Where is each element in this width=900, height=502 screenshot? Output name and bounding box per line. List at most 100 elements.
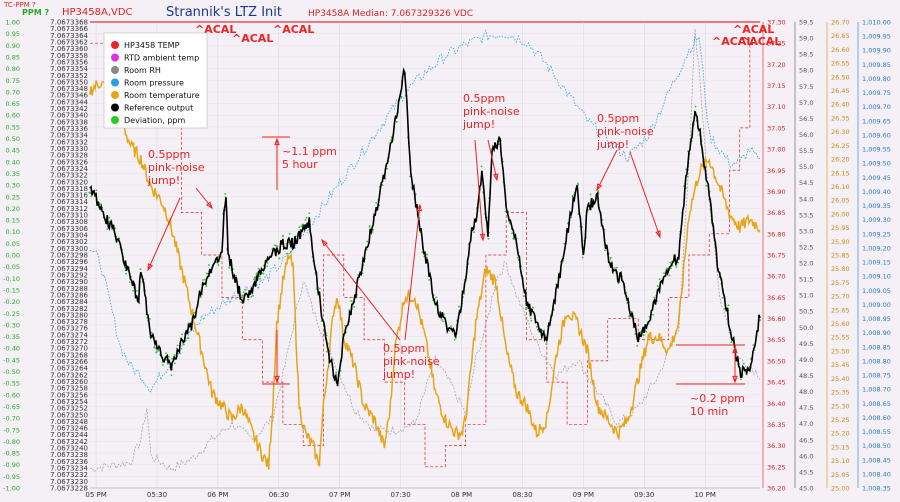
vdc-tick-label: 7.0673310 <box>50 212 88 220</box>
ppm-tick-label: 0.20 <box>6 205 20 213</box>
page-title: Strannik's LTZ Init <box>166 5 282 20</box>
room-temp-tick-label: 25.20 <box>831 430 850 438</box>
series-room-rh <box>89 28 761 473</box>
room-temp-tick-label: 25.25 <box>831 416 850 424</box>
deviation-point <box>139 268 142 271</box>
acal-label: ^ACAL <box>733 23 774 36</box>
vdc-tick-label: 7.0673234 <box>50 465 88 473</box>
deviation-point <box>628 314 631 317</box>
deviation-point <box>435 296 438 299</box>
ppm-tick-label: 0.10 <box>6 228 20 236</box>
vdc-tick-label: 7.0673282 <box>50 305 88 313</box>
vdc-tick-label: 7.0673332 <box>50 138 88 146</box>
jump-label-4: 0.5ppm <box>597 112 639 125</box>
pressure-tick-label: 1,008.75 <box>862 372 891 380</box>
vdc-tick-label: 7.0673290 <box>50 278 88 286</box>
deviation-point <box>136 289 138 292</box>
deviation-point <box>615 266 618 269</box>
hp-temp-tick-label: 37.15 <box>767 82 786 90</box>
deviation-point <box>511 232 514 235</box>
hp-temp-tick-label: 36.20 <box>767 485 786 493</box>
deviation-point <box>250 295 253 298</box>
pressure-tick-label: 1,009.35 <box>862 202 891 210</box>
hp-temp-tick-label: 36.55 <box>767 336 786 344</box>
deviation-point <box>205 285 208 288</box>
vdc-tick-label: 7.0673298 <box>50 252 88 260</box>
deviation-point <box>176 344 179 347</box>
room-temp-tick-label: 26.55 <box>831 60 850 68</box>
ppm-tick-label: -0.65 <box>3 403 20 411</box>
vdc-tick-label: 7.0673340 <box>50 112 88 120</box>
vdc-tick-label: 7.0673248 <box>50 418 88 426</box>
legend-label: Room pressure <box>124 79 184 88</box>
deviation-point <box>442 320 444 323</box>
deviation-point <box>386 167 389 170</box>
deviation-point <box>428 278 431 281</box>
room-temp-tick-label: 25.95 <box>831 224 850 232</box>
deviation-point <box>581 256 584 259</box>
deviation-point <box>161 364 164 366</box>
rh-tick-label: 49.5 <box>799 340 813 348</box>
range-label-2: 10 min <box>690 405 728 418</box>
hp-temp-tick-label: 36.65 <box>767 294 786 302</box>
vdc-tick-label: 7.0673366 <box>50 25 88 33</box>
deviation-point <box>106 228 109 231</box>
rh-tick-label: 59.5 <box>799 19 813 27</box>
ppm-tick-label: -0.95 <box>3 473 20 481</box>
pressure-tick-label: 1,009.00 <box>862 301 891 309</box>
legend: HP3458 TEMP RTD ambient temp Room RH Room p… <box>103 32 208 129</box>
pressure-tick-label: 1,009.75 <box>862 89 891 97</box>
deviation-point <box>288 232 291 235</box>
pressure-tick-label: 1,009.90 <box>862 47 891 55</box>
room-temp-tick-label: 26.30 <box>831 128 850 136</box>
deviation-point <box>634 333 637 335</box>
deviation-point <box>525 307 528 309</box>
arrow-jump-3a <box>474 139 484 241</box>
pressure-tick-label: 1,009.15 <box>862 259 891 267</box>
room-temp-tick-label: 26.45 <box>831 87 850 95</box>
deviation-point <box>653 296 656 299</box>
legend-marker <box>111 103 119 112</box>
pressure-tick-label: 1,009.05 <box>862 287 891 295</box>
deviation-point <box>721 296 724 299</box>
ppm-tick-label: -0.10 <box>3 275 20 283</box>
arrow-jump-3b-head <box>492 173 499 182</box>
hp-temp-tick-label: 37.00 <box>767 146 786 154</box>
legend-marker <box>111 91 119 99</box>
deviation-point <box>529 317 532 320</box>
deviation-point <box>89 192 92 195</box>
deviation-point <box>170 374 173 377</box>
arrow-jump-4a <box>596 149 618 191</box>
vdc-tick-label: 7.0673294 <box>50 265 88 273</box>
hp-temp-tick-label: 36.85 <box>767 209 786 217</box>
deviation-point <box>167 355 170 358</box>
deviation-point <box>320 320 323 322</box>
deviation-point <box>368 225 371 228</box>
rh-tick-label: 47.0 <box>799 420 813 428</box>
deviation-point <box>257 267 260 270</box>
deviation-point <box>473 231 475 234</box>
legend-label: RTD ambient temp <box>124 54 199 63</box>
deviation-point <box>242 291 245 294</box>
vdc-tick-label: 7.0673270 <box>50 345 88 353</box>
hp-temp-tick-label: 36.35 <box>767 421 786 429</box>
ppm-tick-label: -0.35 <box>3 333 20 341</box>
rh-tick-label: 48.5 <box>799 372 813 380</box>
pressure-tick-label: 1,008.90 <box>862 329 891 337</box>
arrow-jump-2b-head <box>416 203 423 212</box>
pressure-tick-label: 1,008.85 <box>862 343 891 351</box>
annotations-layer: ^ACAL^ACAL^ACAL ^ACAL^ACAL^ACAL0.5ppmpink… <box>147 23 781 418</box>
vdc-tick-label: 7.0673276 <box>50 325 88 333</box>
vdc-tick-label: 7.0673312 <box>50 205 88 213</box>
pressure-tick-label: 1,008.45 <box>862 456 891 464</box>
pressure-tick-label: 1,009.25 <box>862 230 891 238</box>
deviation-point <box>739 378 742 381</box>
vdc-tick-label: 7.0673344 <box>50 98 88 106</box>
vdc-tick-label: 7.0673274 <box>50 331 88 339</box>
rh-tick-label: 53.5 <box>799 211 813 219</box>
range-label-1: 5 hour <box>282 158 318 171</box>
deviation-point <box>275 245 277 247</box>
deviation-point <box>727 304 730 307</box>
ppm-tick-label: 0.50 <box>6 135 20 143</box>
rh-tick-label: 51.5 <box>799 276 813 284</box>
